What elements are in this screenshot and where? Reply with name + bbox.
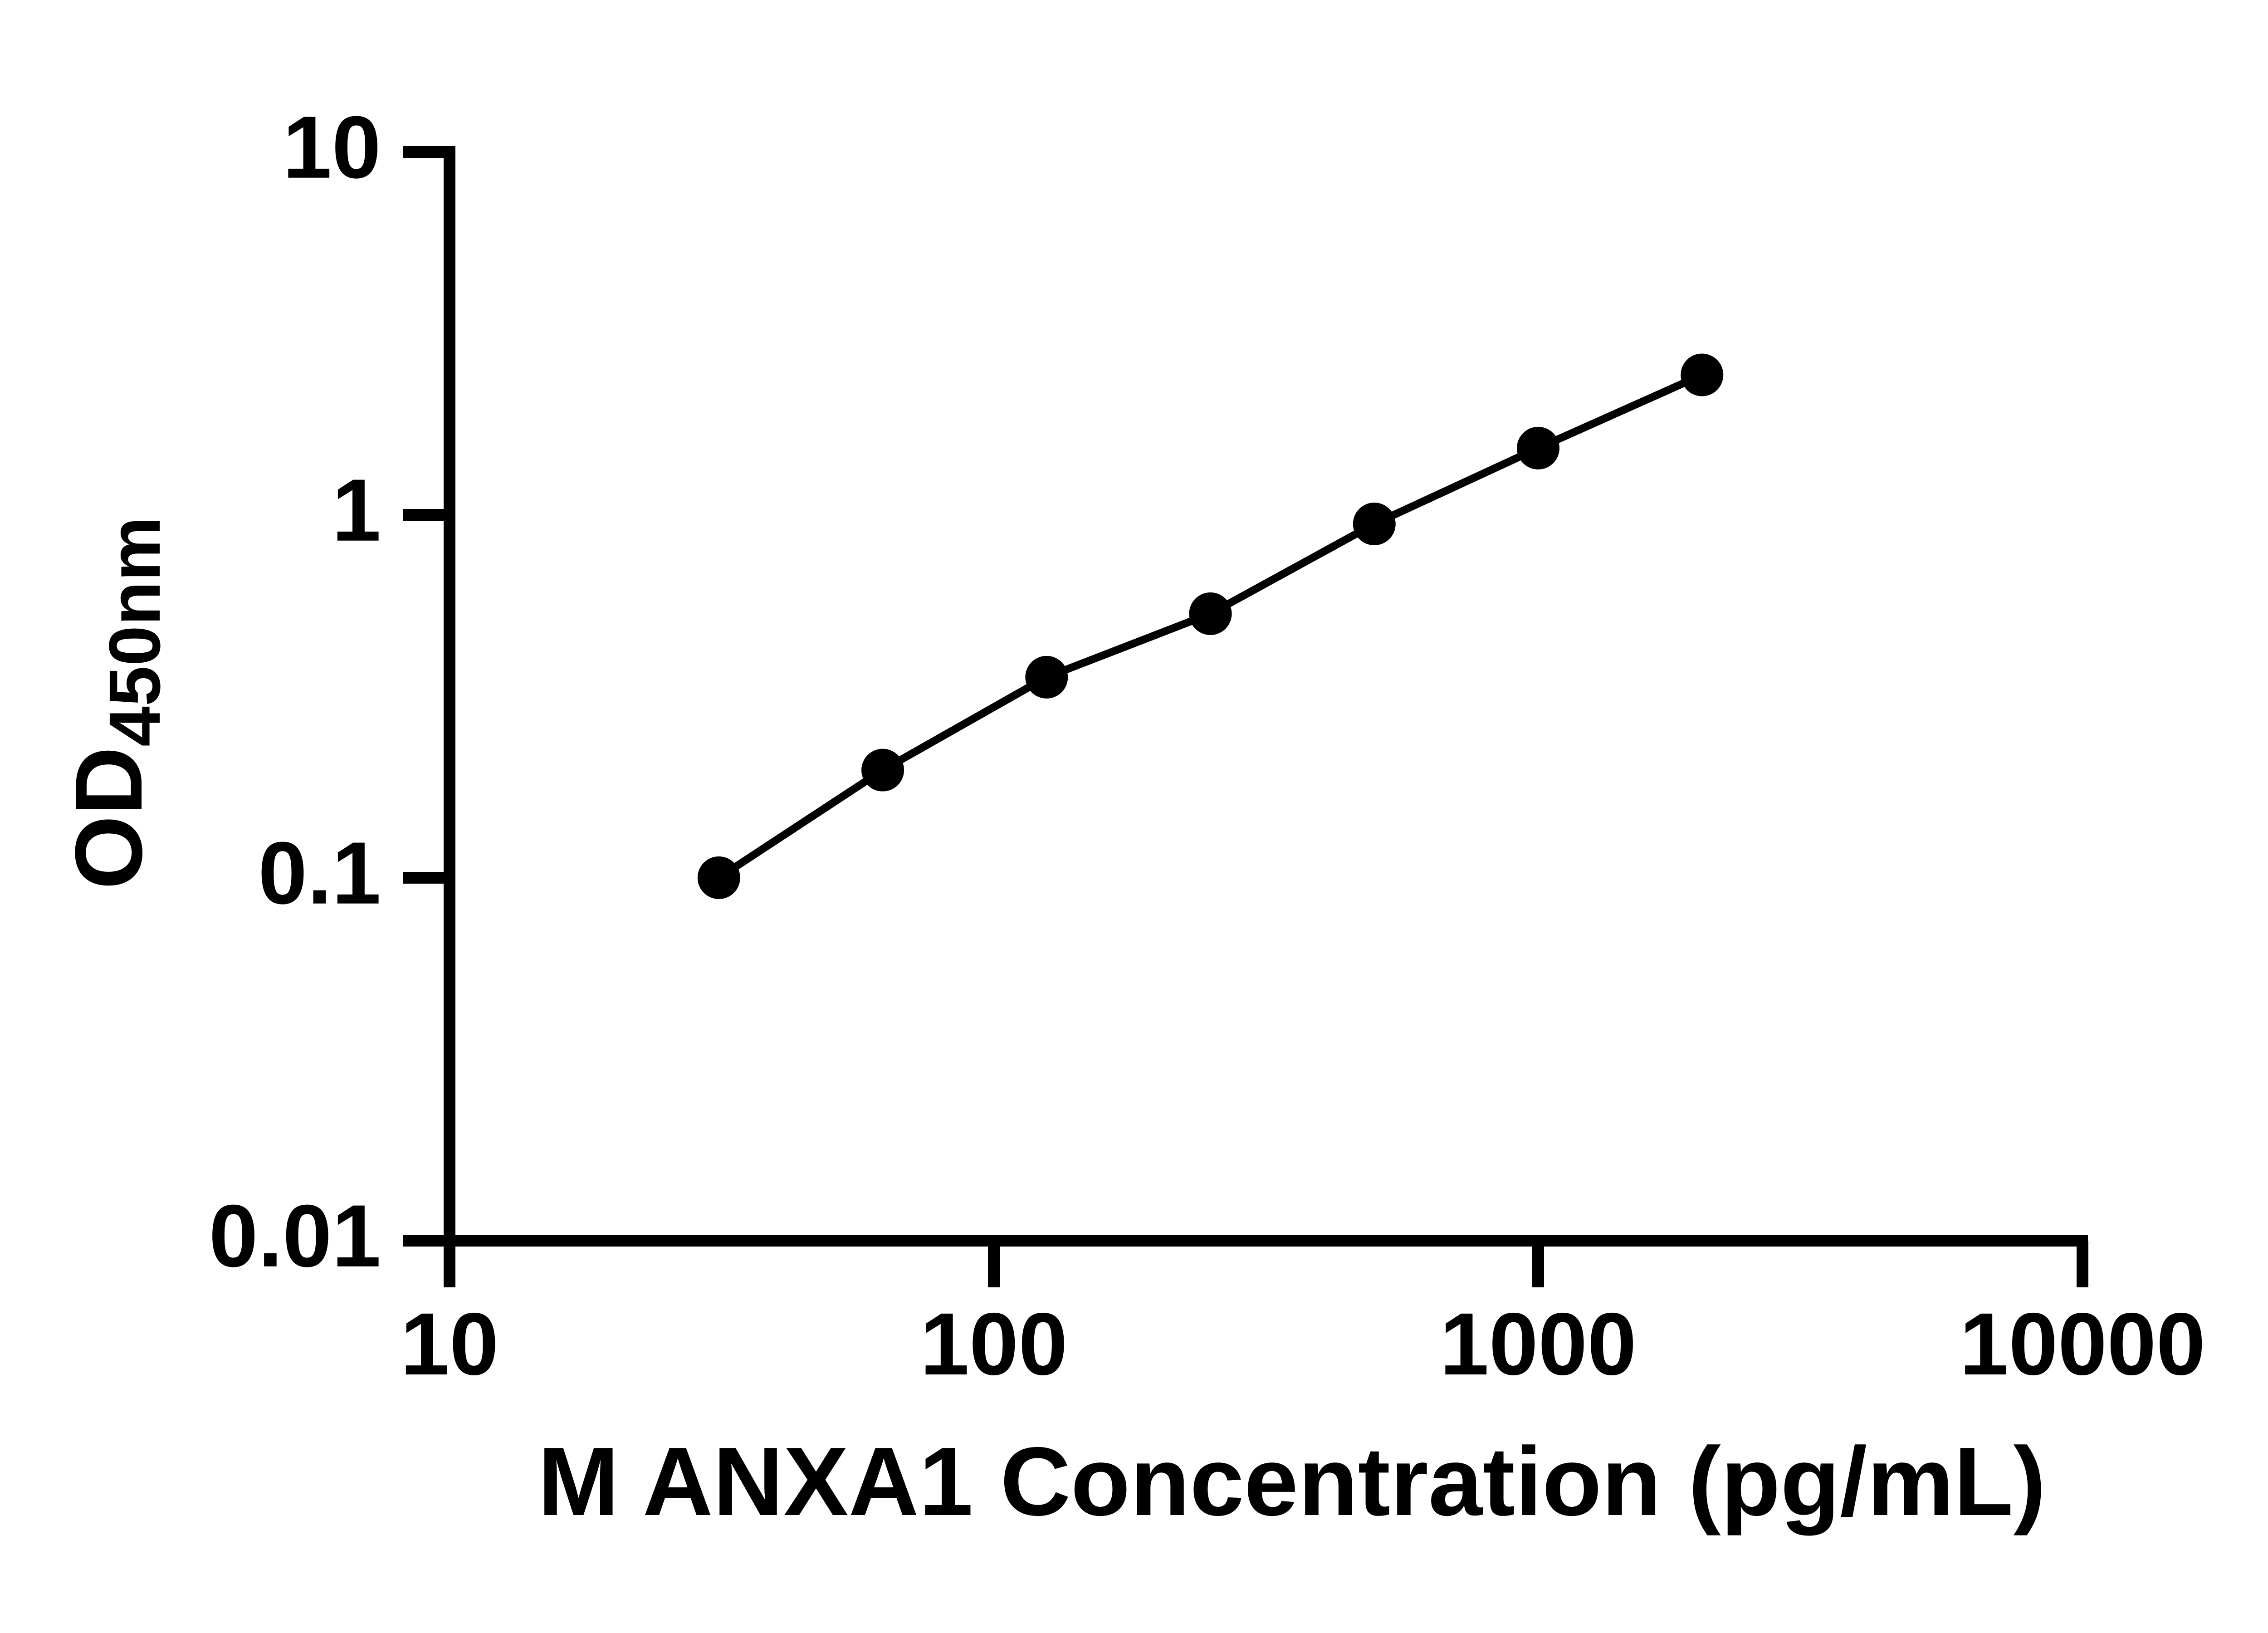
- data-point-125: [1025, 655, 1068, 699]
- y-tick-label-0.1: 0.1: [258, 823, 381, 923]
- y-axis-title-subscript: 450nm: [94, 517, 175, 747]
- x-tick-label-10000: 10000: [1959, 1295, 2206, 1393]
- axis-spine: [444, 146, 2088, 1247]
- y-tick-label-10: 10: [283, 98, 381, 197]
- y-axis-title-main: OD: [55, 746, 162, 890]
- data-point-2000: [1681, 353, 1724, 396]
- data-point-62.5: [861, 748, 904, 792]
- y-tick-label-1: 1: [332, 460, 381, 560]
- data-point-250: [1189, 592, 1232, 635]
- x-axis-title: M ANXA1 Concentration (pg/mL): [538, 1427, 2046, 1536]
- data-point-31.25: [697, 856, 740, 899]
- x-tick-label-100: 100: [920, 1295, 1068, 1393]
- data-point-1000: [1517, 426, 1559, 469]
- x-tick-label-1000: 1000: [1440, 1295, 1637, 1393]
- data-point-500: [1353, 503, 1396, 546]
- x-tick-label-10: 10: [400, 1295, 499, 1393]
- y-tick-label-0.01: 0.01: [209, 1186, 381, 1286]
- y-axis-title: OD450nm: [55, 517, 175, 890]
